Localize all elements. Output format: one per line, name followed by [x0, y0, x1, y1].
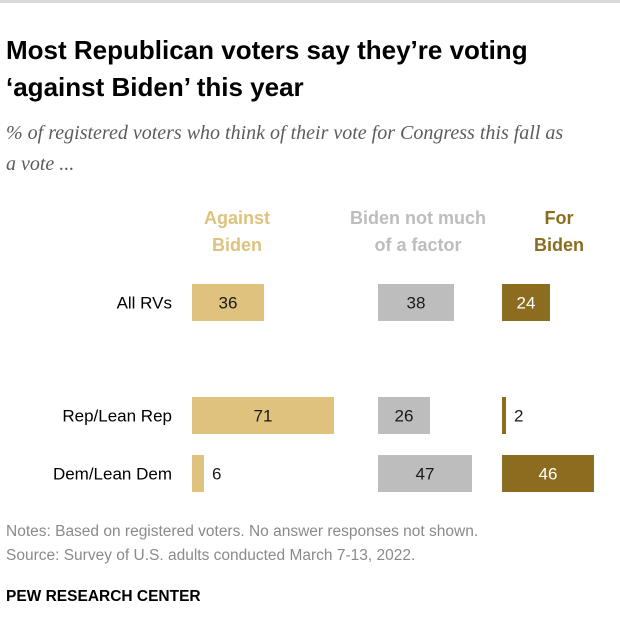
bar-biden-not-much-of-a-factor-all-rvs — [378, 284, 454, 321]
value-label-for-biden-dem-lean-dem: 46 — [539, 465, 558, 484]
value-label-biden-not-much-of-a-factor-all-rvs: 38 — [407, 294, 426, 313]
top-rule — [0, 0, 620, 3]
row-label-rep-lean-rep: Rep/Lean Rep — [62, 407, 172, 426]
value-label-biden-not-much-of-a-factor-rep-lean-rep: 26 — [395, 407, 414, 426]
bar-for-biden-all-rvs — [502, 284, 550, 321]
value-label-against-biden-dem-lean-dem: 6 — [212, 465, 221, 484]
row-label-all-rvs: All RVs — [117, 294, 172, 313]
chart-subtitle: % of registered voters who think of thei… — [6, 122, 564, 175]
bar-against-biden-dem-lean-dem — [192, 455, 204, 492]
bar-against-biden-all-rvs — [192, 284, 264, 321]
chart-title: Most Republican voters say they’re votin… — [6, 35, 528, 102]
bar-for-biden-rep-lean-rep — [502, 397, 506, 434]
value-label-biden-not-much-of-a-factor-dem-lean-dem: 47 — [416, 465, 435, 484]
value-label-for-biden-rep-lean-rep: 2 — [514, 407, 523, 426]
pew-research-center-logo: PEW RESEARCH CENTER — [6, 588, 201, 605]
column-header-against-biden-line-1: Against — [204, 208, 270, 228]
bar-biden-not-much-of-a-factor-rep-lean-rep — [378, 397, 430, 434]
column-header-biden-not-much-of-a-factor-line-2: of a factor — [374, 235, 461, 255]
row-label-dem-lean-dem: Dem/Lean Dem — [53, 465, 172, 484]
value-label-for-biden-all-rvs: 24 — [517, 294, 536, 313]
chart-notes: Notes: Based on registered voters. No an… — [6, 520, 478, 568]
column-header-for-biden-line-2: Biden — [534, 235, 584, 255]
column-header-against-biden-line-2: Biden — [212, 235, 262, 255]
bar-biden-not-much-of-a-factor-dem-lean-dem — [378, 455, 472, 492]
bar-chart: Against Biden Biden not much of a factor For… — [53, 208, 594, 492]
bar-against-biden-rep-lean-rep — [192, 397, 334, 434]
value-label-against-biden-all-rvs: 36 — [219, 294, 238, 313]
bar-for-biden-dem-lean-dem — [502, 455, 594, 492]
value-label-against-biden-rep-lean-rep: 71 — [254, 407, 273, 426]
source-text: Source: Survey of U.S. adults conducted … — [6, 547, 416, 564]
column-header-for-biden-line-1: For — [545, 208, 574, 228]
notes-text: Notes: Based on registered voters. No an… — [6, 523, 479, 540]
column-header-biden-not-much-of-a-factor-line-1: Biden not much — [350, 208, 486, 228]
